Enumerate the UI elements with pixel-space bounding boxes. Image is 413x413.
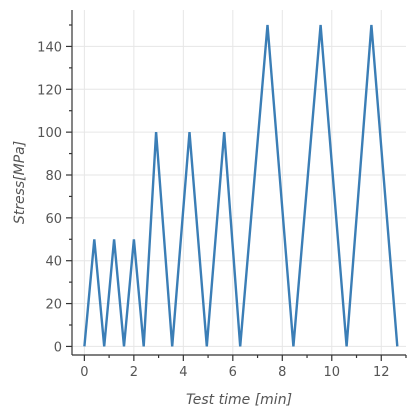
x-tick-label: 2 <box>130 365 138 380</box>
x-tick-label: 10 <box>324 365 341 380</box>
grid-layer <box>72 10 406 355</box>
x-tick-label: 12 <box>373 365 390 380</box>
stress-series-line <box>83 24 399 347</box>
y-tick-label: 0 <box>54 340 62 355</box>
labels-layer: Test time [min] Stress[MPa] 0 2 4 6 8 10 12020… <box>12 40 390 408</box>
y-tick-label: 140 <box>37 40 62 55</box>
x-tick-label: 8 <box>278 365 286 380</box>
series-layer <box>83 24 399 347</box>
y-axis-title: Stress[MPa] <box>12 141 28 224</box>
x-tick-label: 0 <box>80 365 88 380</box>
y-tick-label: 120 <box>37 83 62 98</box>
y-tick-label: 100 <box>37 126 62 141</box>
y-tick-label: 20 <box>45 298 62 313</box>
axes-layer <box>66 10 407 361</box>
y-tick-label: 60 <box>45 212 62 227</box>
y-tick-label: 40 <box>45 255 62 270</box>
x-tick-label: 6 <box>229 365 237 380</box>
y-tick-label: 80 <box>45 169 62 184</box>
x-tick-label: 4 <box>179 365 187 380</box>
x-axis-title: Test time [min] <box>186 392 292 408</box>
